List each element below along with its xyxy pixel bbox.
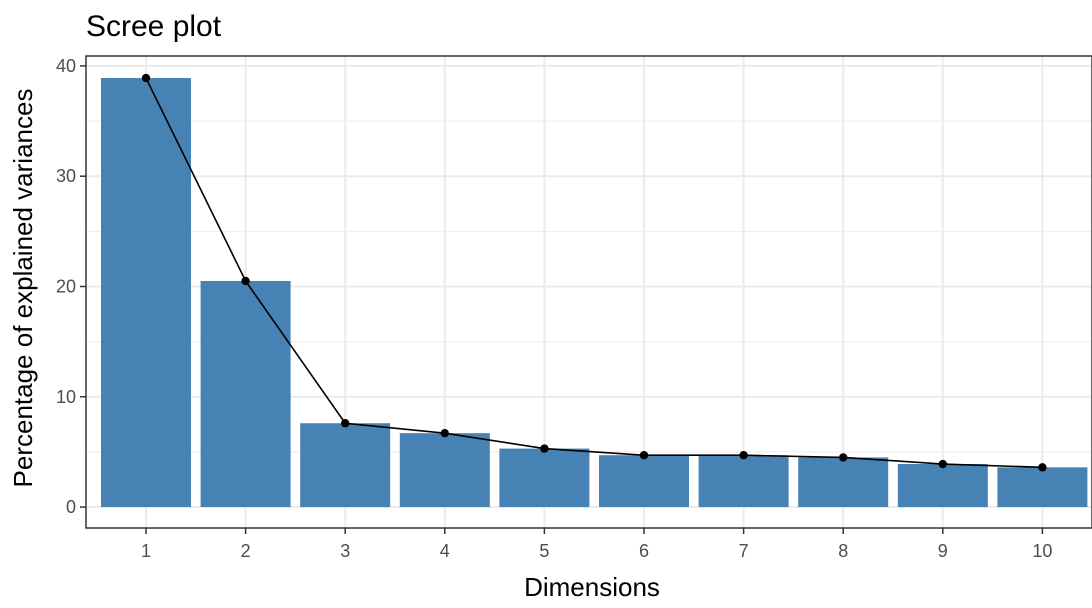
trend-line-path [145, 77, 1043, 469]
point-7 [739, 451, 748, 460]
bar-4 [399, 433, 490, 508]
x-tick-label: 8 [838, 541, 848, 561]
trend-points [141, 73, 1047, 472]
point-9 [938, 459, 947, 469]
point-3 [341, 419, 350, 428]
chart-title: Scree plot [86, 10, 222, 43]
y-tick-label: 0 [66, 497, 76, 517]
x-tick-label: 2 [241, 541, 251, 561]
x-tick-label: 10 [1032, 541, 1052, 561]
bar-10 [997, 467, 1088, 508]
x-tick-label: 4 [440, 541, 450, 561]
point-6 [639, 451, 649, 460]
point-4 [440, 428, 449, 438]
y-tick-label: 20 [56, 276, 76, 296]
point-10 [1038, 463, 1047, 472]
bar-9 [897, 464, 988, 508]
bar-5 [499, 448, 590, 508]
bar-3 [300, 423, 391, 508]
bar-8 [798, 457, 889, 508]
x-tick-label: 9 [938, 541, 948, 561]
x-tick-label: 7 [739, 541, 749, 561]
y-axis: 0 10 20 30 40 [56, 56, 86, 517]
y-tick-label: 10 [56, 387, 76, 407]
x-axis: 1 2 3 4 5 6 7 8 9 10 [141, 528, 1052, 561]
trend-line [145, 77, 1043, 469]
point-8 [839, 453, 848, 462]
y-axis-title: Percentage of explained variances [8, 89, 38, 488]
y-tick-label: 30 [56, 166, 76, 186]
bar-1 [101, 78, 191, 508]
bar-7 [698, 455, 789, 508]
bar-2 [200, 280, 291, 508]
point-2 [241, 276, 250, 286]
x-tick-label: 5 [539, 541, 549, 561]
x-axis-title: Dimensions [524, 572, 660, 602]
bars [101, 78, 1088, 508]
point-1 [141, 73, 151, 83]
point-5 [540, 444, 549, 453]
x-tick-label: 6 [639, 541, 649, 561]
bar-6 [599, 455, 689, 508]
panel-border [85, 55, 1092, 529]
x-tick-label: 1 [141, 541, 151, 561]
y-tick-label: 40 [56, 56, 76, 76]
x-tick-label: 3 [340, 541, 350, 561]
